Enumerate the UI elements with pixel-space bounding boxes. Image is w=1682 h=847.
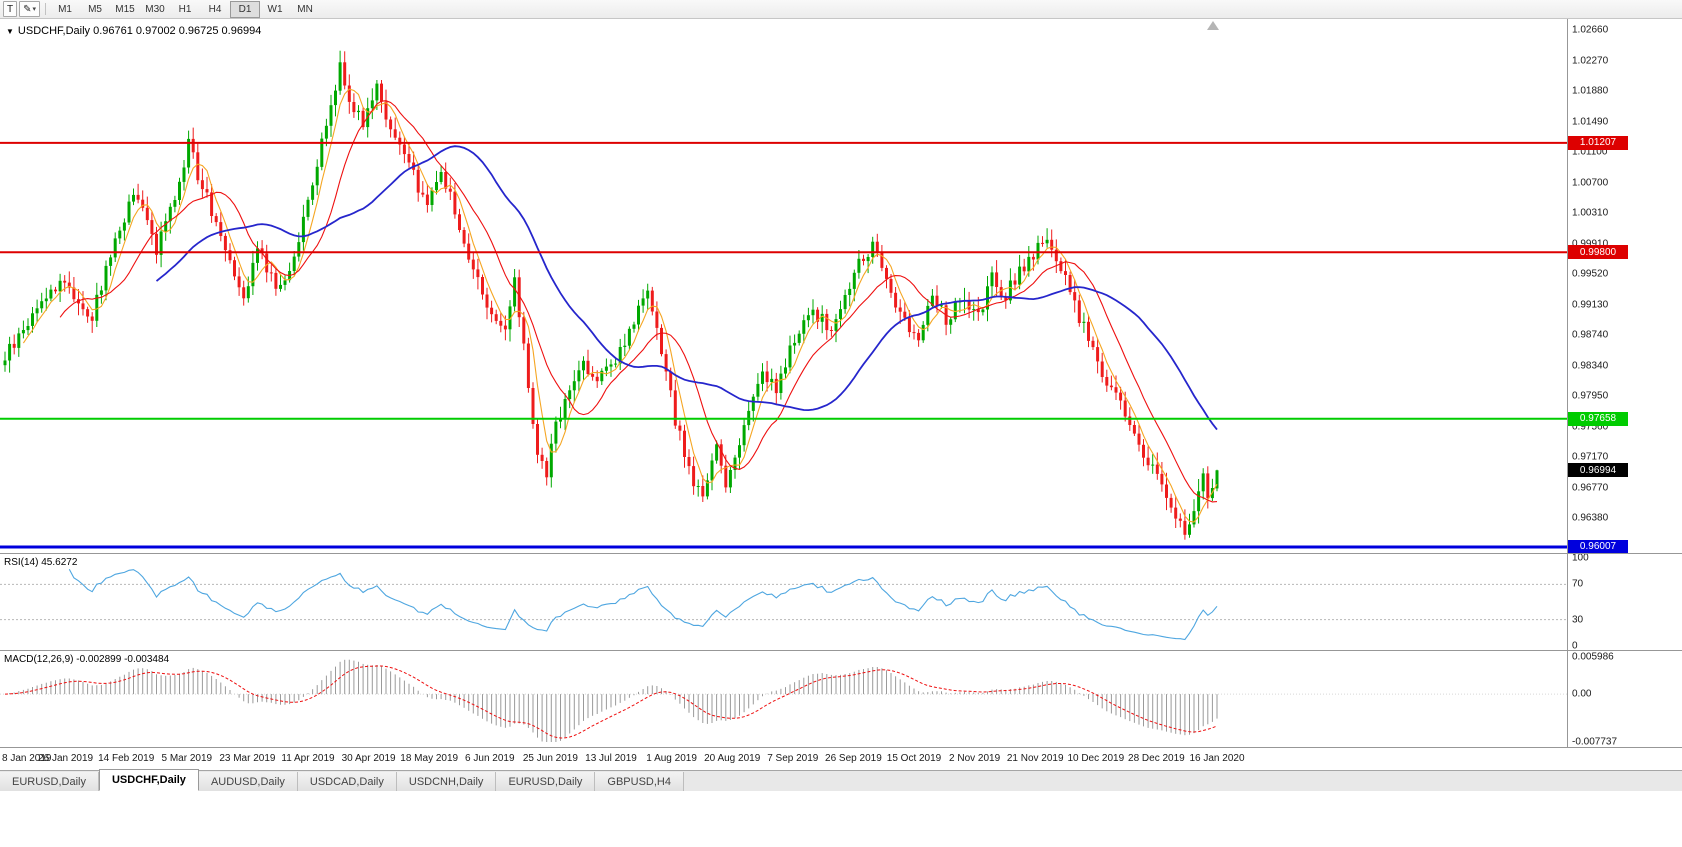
timeframe-button-h1[interactable]: H1	[178, 3, 192, 15]
price-axis-label: 0.99910	[1572, 238, 1609, 249]
price-axis-label: 0.97560	[1572, 421, 1609, 432]
rsi-panel[interactable]: RSI(14) 45.6272	[0, 554, 1567, 650]
date-axis-label: 18 May 2019	[400, 753, 459, 764]
price-axis-label: 0.96380	[1572, 512, 1609, 524]
status-area	[0, 790, 1682, 847]
price-line-badge: 0.99800	[1568, 245, 1628, 260]
date-axis-label: 8 Jan 2019	[2, 753, 52, 764]
pane-separator[interactable]	[0, 553, 1682, 554]
date-axis-label: 21 Nov 2019	[1006, 753, 1064, 764]
price-axis[interactable]: 1.02660 1.02270 1.01880 1.01490 1.01100 1.007…	[1568, 18, 1682, 748]
date-axis-label: 1 Aug 2019	[646, 753, 697, 764]
timeframe-button-w1[interactable]: W1	[267, 3, 283, 15]
chart-tab-bar: EURUSD,Daily USDCHF,Daily AUDUSD,Daily USDC…	[0, 769, 1682, 791]
date-axis-label: 16 Jan 2020	[1189, 753, 1245, 764]
price-axis-border	[1567, 18, 1568, 748]
timeframe-button-d1[interactable]: D1	[230, 0, 261, 18]
price-axis-label: 1.01100	[1572, 146, 1608, 158]
date-axis-label: 2 Nov 2019	[949, 753, 1001, 764]
text-tool-button[interactable]: T	[3, 1, 18, 17]
date-axis-label: 30 Apr 2019	[341, 753, 396, 764]
price-axis-label: 1.02660	[1572, 24, 1609, 36]
price-axis-label: 1.01490	[1572, 116, 1609, 127]
date-axis-label: 5 Mar 2019	[161, 753, 213, 764]
pane-separator[interactable]	[0, 650, 1682, 651]
chart-tab-eurusd-daily[interactable]: EURUSD,Daily	[496, 772, 596, 791]
chart-title: ▼ USDCHF,Daily 0.96761 0.97002 0.96725 0…	[6, 25, 261, 37]
timeframe-button-m15[interactable]: M15	[115, 3, 135, 15]
pane-separator	[0, 747, 1682, 748]
date-axis-label: 26 Jan 2019	[38, 753, 94, 764]
timeframe-button-m30[interactable]: M30	[145, 3, 165, 15]
rsi-label: RSI(14) 45.6272	[4, 557, 78, 568]
top-toolbar: T ✎ ▾ M1 M5 M15 M30 H1 H4 D1 W1 MN	[0, 0, 1682, 19]
chart-tab-usdcad-daily[interactable]: USDCAD,Daily	[297, 772, 397, 791]
macd-axis-label: -0.007737	[1572, 736, 1618, 748]
price-axis-label: 0.96770	[1572, 482, 1609, 493]
date-axis-label: 25 Jun 2019	[522, 753, 578, 764]
date-axis-label: 6 Jun 2019	[465, 753, 515, 764]
price-axis-label: 0.97170	[1572, 451, 1609, 463]
rsi-axis-label: 70	[1572, 578, 1584, 590]
timeframe-button-h4[interactable]: H4	[208, 3, 222, 15]
rsi-axis-label: 100	[1572, 552, 1589, 564]
macd-chart[interactable]	[0, 651, 1567, 747]
collapse-arrow-icon[interactable]: ▼	[6, 26, 14, 36]
timeframe-button-m5[interactable]: M5	[88, 3, 102, 15]
text-tool-label: T	[7, 3, 14, 15]
price-axis-label: 0.98340	[1572, 360, 1609, 371]
chart-tab-audusd-daily[interactable]: AUDUSD,Daily	[198, 772, 298, 791]
timeframe-button-mn[interactable]: MN	[297, 3, 313, 15]
pencil-icon: ✎	[23, 3, 32, 15]
chart-title-text: USDCHF,Daily 0.96761 0.97002 0.96725 0.9…	[17, 25, 262, 37]
date-axis-label: 26 Sep 2019	[825, 753, 882, 764]
toolbar-separator	[45, 3, 47, 15]
macd-axis-label: 0.005986	[1572, 651, 1614, 663]
price-axis-label: 1.00700	[1572, 177, 1609, 188]
chevron-down-icon: ▾	[32, 6, 37, 13]
date-axis-label: 15 Oct 2019	[886, 753, 942, 764]
date-axis-label: 14 Feb 2019	[98, 753, 155, 764]
chart-shift-marker[interactable]	[1207, 21, 1219, 30]
date-axis[interactable]: 8 Jan 2019 26 Jan 2019 14 Feb 2019 5 Mar 20…	[0, 748, 1567, 770]
macd-panel[interactable]: MACD(12,26,9) -0.002899 -0.003484	[0, 651, 1567, 747]
date-axis-label: 7 Sep 2019	[767, 753, 819, 764]
date-axis-label: 11 Apr 2019	[281, 753, 335, 764]
date-axis-label: 13 Jul 2019	[585, 753, 637, 764]
price-line-badge: 0.96007	[1568, 539, 1628, 554]
price-axis-label: 0.99520	[1572, 268, 1609, 280]
chart-tab-gbpusd-h4[interactable]: GBPUSD,H4	[595, 772, 684, 791]
macd-axis-label: 0.00	[1572, 688, 1592, 700]
price-line-badge: 1.01207	[1568, 135, 1628, 150]
price-axis-label: 0.97950	[1572, 390, 1609, 402]
draw-tool-button[interactable]: ✎ ▾	[19, 1, 41, 17]
price-axis-label: 0.99130	[1572, 299, 1609, 310]
timeframe-button-m1[interactable]: M1	[58, 3, 72, 15]
date-axis-label: 28 Dec 2019	[1128, 753, 1185, 764]
candlestick-chart[interactable]	[0, 18, 1567, 553]
date-axis-label: 10 Dec 2019	[1067, 753, 1125, 764]
rsi-axis-label: 30	[1572, 614, 1584, 626]
price-axis-label: 1.01880	[1572, 85, 1609, 97]
date-axis-label: 23 Mar 2019	[219, 753, 276, 764]
chart-tab-usdchf-daily[interactable]: USDCHF,Daily	[98, 769, 199, 791]
date-axis-label: 20 Aug 2019	[704, 753, 761, 764]
rsi-axis-label: 0	[1572, 640, 1578, 652]
price-axis-label: 1.02270	[1572, 55, 1609, 66]
main-chart-pane[interactable]: ▼ USDCHF,Daily 0.96761 0.97002 0.96725 0…	[0, 18, 1567, 553]
price-axis-label: 1.00310	[1572, 207, 1609, 219]
chart-tab-eurusd-daily[interactable]: EURUSD,Daily	[0, 772, 99, 791]
rsi-chart[interactable]	[0, 554, 1567, 650]
timeframe-button-group: M1 M5 M15 M30 H1 H4 D1 W1 MN	[50, 0, 320, 18]
chart-tab-usdcnh-daily[interactable]: USDCNH,Daily	[396, 772, 497, 791]
macd-label: MACD(12,26,9) -0.002899 -0.003484	[4, 654, 170, 665]
current-price-badge: 0.96994	[1568, 463, 1628, 478]
price-line-badge: 0.97658	[1568, 411, 1628, 426]
price-axis-label: 0.98740	[1572, 329, 1609, 341]
